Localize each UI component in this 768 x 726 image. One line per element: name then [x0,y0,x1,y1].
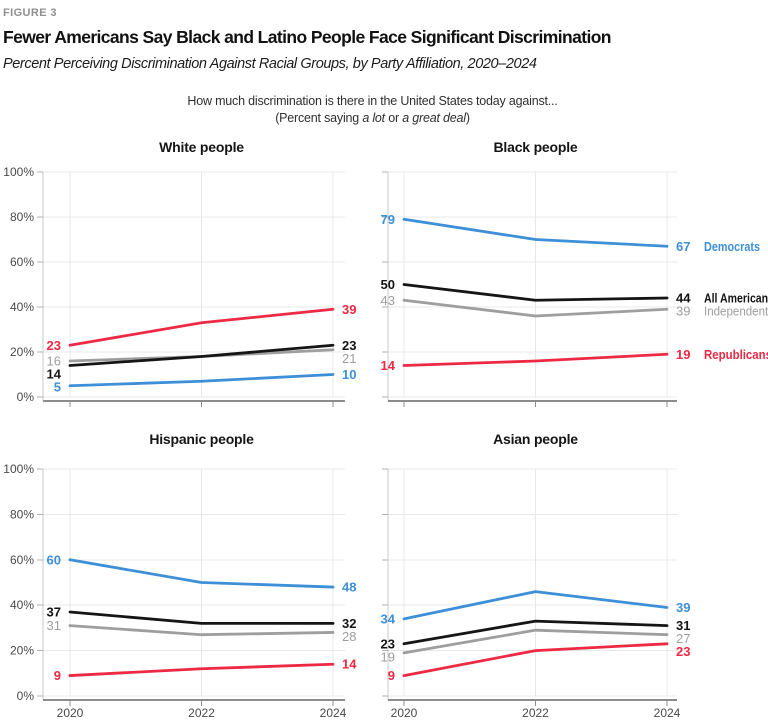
end-value-label-independents: 21 [342,351,356,366]
line-all-americans [68,610,335,625]
question-line2-italic: a great deal [402,111,466,125]
line-independents [68,624,335,637]
line-all-americans [68,343,335,367]
start-value-label-republicans: 14 [381,358,396,373]
line-independents [402,628,669,655]
question-line2-part: (Percent saying [275,111,363,125]
x-tick-label: 2020 [57,706,84,720]
end-value-label-republicans: 23 [676,644,690,659]
panel-title-asian-people: Asian people [493,431,578,447]
end-value-label-republicans: 39 [342,302,356,317]
line-all-americans [402,283,669,302]
start-value-label-republicans: 9 [54,668,61,683]
y-tick-label: 80% [10,210,34,224]
y-tick-label: 0% [17,689,35,703]
start-value-label-all-americans: 37 [47,605,61,620]
end-value-label-all-americans: 44 [676,291,691,306]
end-value-label-democrats: 48 [342,580,356,595]
x-tick-label: 2024 [654,706,681,720]
y-tick-label: 60% [10,255,34,269]
y-tick-label: 100% [3,165,34,179]
legend-label-republicans: Republicans [704,348,768,362]
y-tick-label: 40% [10,300,34,314]
line-republicans [402,642,669,677]
question-line2-italic: a lot [362,111,385,125]
line-democrats [402,590,669,621]
question-line2-part: or [384,111,403,125]
y-tick-label: 40% [10,598,34,612]
question-line1: How much discrimination is there in the … [187,94,558,108]
start-value-label-independents: 43 [381,293,395,308]
end-value-label-republicans: 14 [342,657,357,672]
line-republicans [402,352,669,367]
legend-label-independents: Independents [704,305,768,319]
y-tick-label: 100% [3,462,34,476]
x-tick-label: 2022 [522,706,549,720]
legend-label-all-americans: All Americans [704,292,768,306]
panel-title-white-people: White people [159,139,244,155]
end-value-label-democrats: 10 [342,367,356,382]
start-value-label-democrats: 34 [381,611,396,626]
line-all-americans [402,619,669,646]
end-value-label-independents: 39 [676,304,690,319]
line-democrats [402,217,669,248]
figure-subtitle: Percent Perceiving Discrimination Agains… [3,56,537,72]
start-value-label-republicans: 23 [47,338,61,353]
y-tick-label: 20% [10,644,34,658]
figure-title: Fewer Americans Say Black and Latino Peo… [3,27,611,47]
start-value-label-democrats: 79 [381,212,395,227]
y-tick-label: 60% [10,553,34,567]
start-value-label-independents: 31 [47,618,61,633]
panel-title-black-people: Black people [493,139,578,155]
question-line2: (Percent saying a lot or a great deal) [0,111,745,125]
line-independents [402,298,669,318]
start-value-label-democrats: 5 [54,380,61,395]
end-value-label-all-americans: 23 [342,338,356,353]
x-tick-label: 2022 [188,706,215,720]
end-value-label-independents: 27 [676,631,690,646]
x-tick-label: 2024 [320,706,347,720]
y-tick-label: 20% [10,345,34,359]
start-value-label-republicans: 9 [388,668,395,683]
start-value-label-independents: 16 [47,354,61,369]
start-value-label-all-americans: 23 [381,636,395,651]
start-value-label-all-americans: 14 [47,367,62,382]
start-value-label-all-americans: 50 [381,277,395,292]
x-tick-label: 2020 [391,706,418,720]
end-value-label-democrats: 67 [676,239,690,254]
line-democrats [68,373,335,388]
line-republicans [68,662,335,677]
end-value-label-republicans: 19 [676,347,690,362]
line-republicans [68,307,335,347]
start-value-label-independents: 19 [381,649,395,664]
y-tick-label: 80% [10,507,34,521]
start-value-label-democrats: 60 [47,552,61,567]
panel-title-hispanic-people: Hispanic people [149,431,254,447]
end-value-label-all-americans: 31 [676,618,690,633]
end-value-label-all-americans: 32 [342,616,356,631]
line-democrats [68,558,335,589]
y-tick-label: 0% [17,390,35,404]
question-line2-part: ) [465,111,470,125]
end-value-label-independents: 28 [342,629,356,644]
legend-label-democrats: Democrats [704,240,760,254]
figure-label: FIGURE 3 [3,7,57,19]
end-value-label-democrats: 39 [676,600,690,615]
